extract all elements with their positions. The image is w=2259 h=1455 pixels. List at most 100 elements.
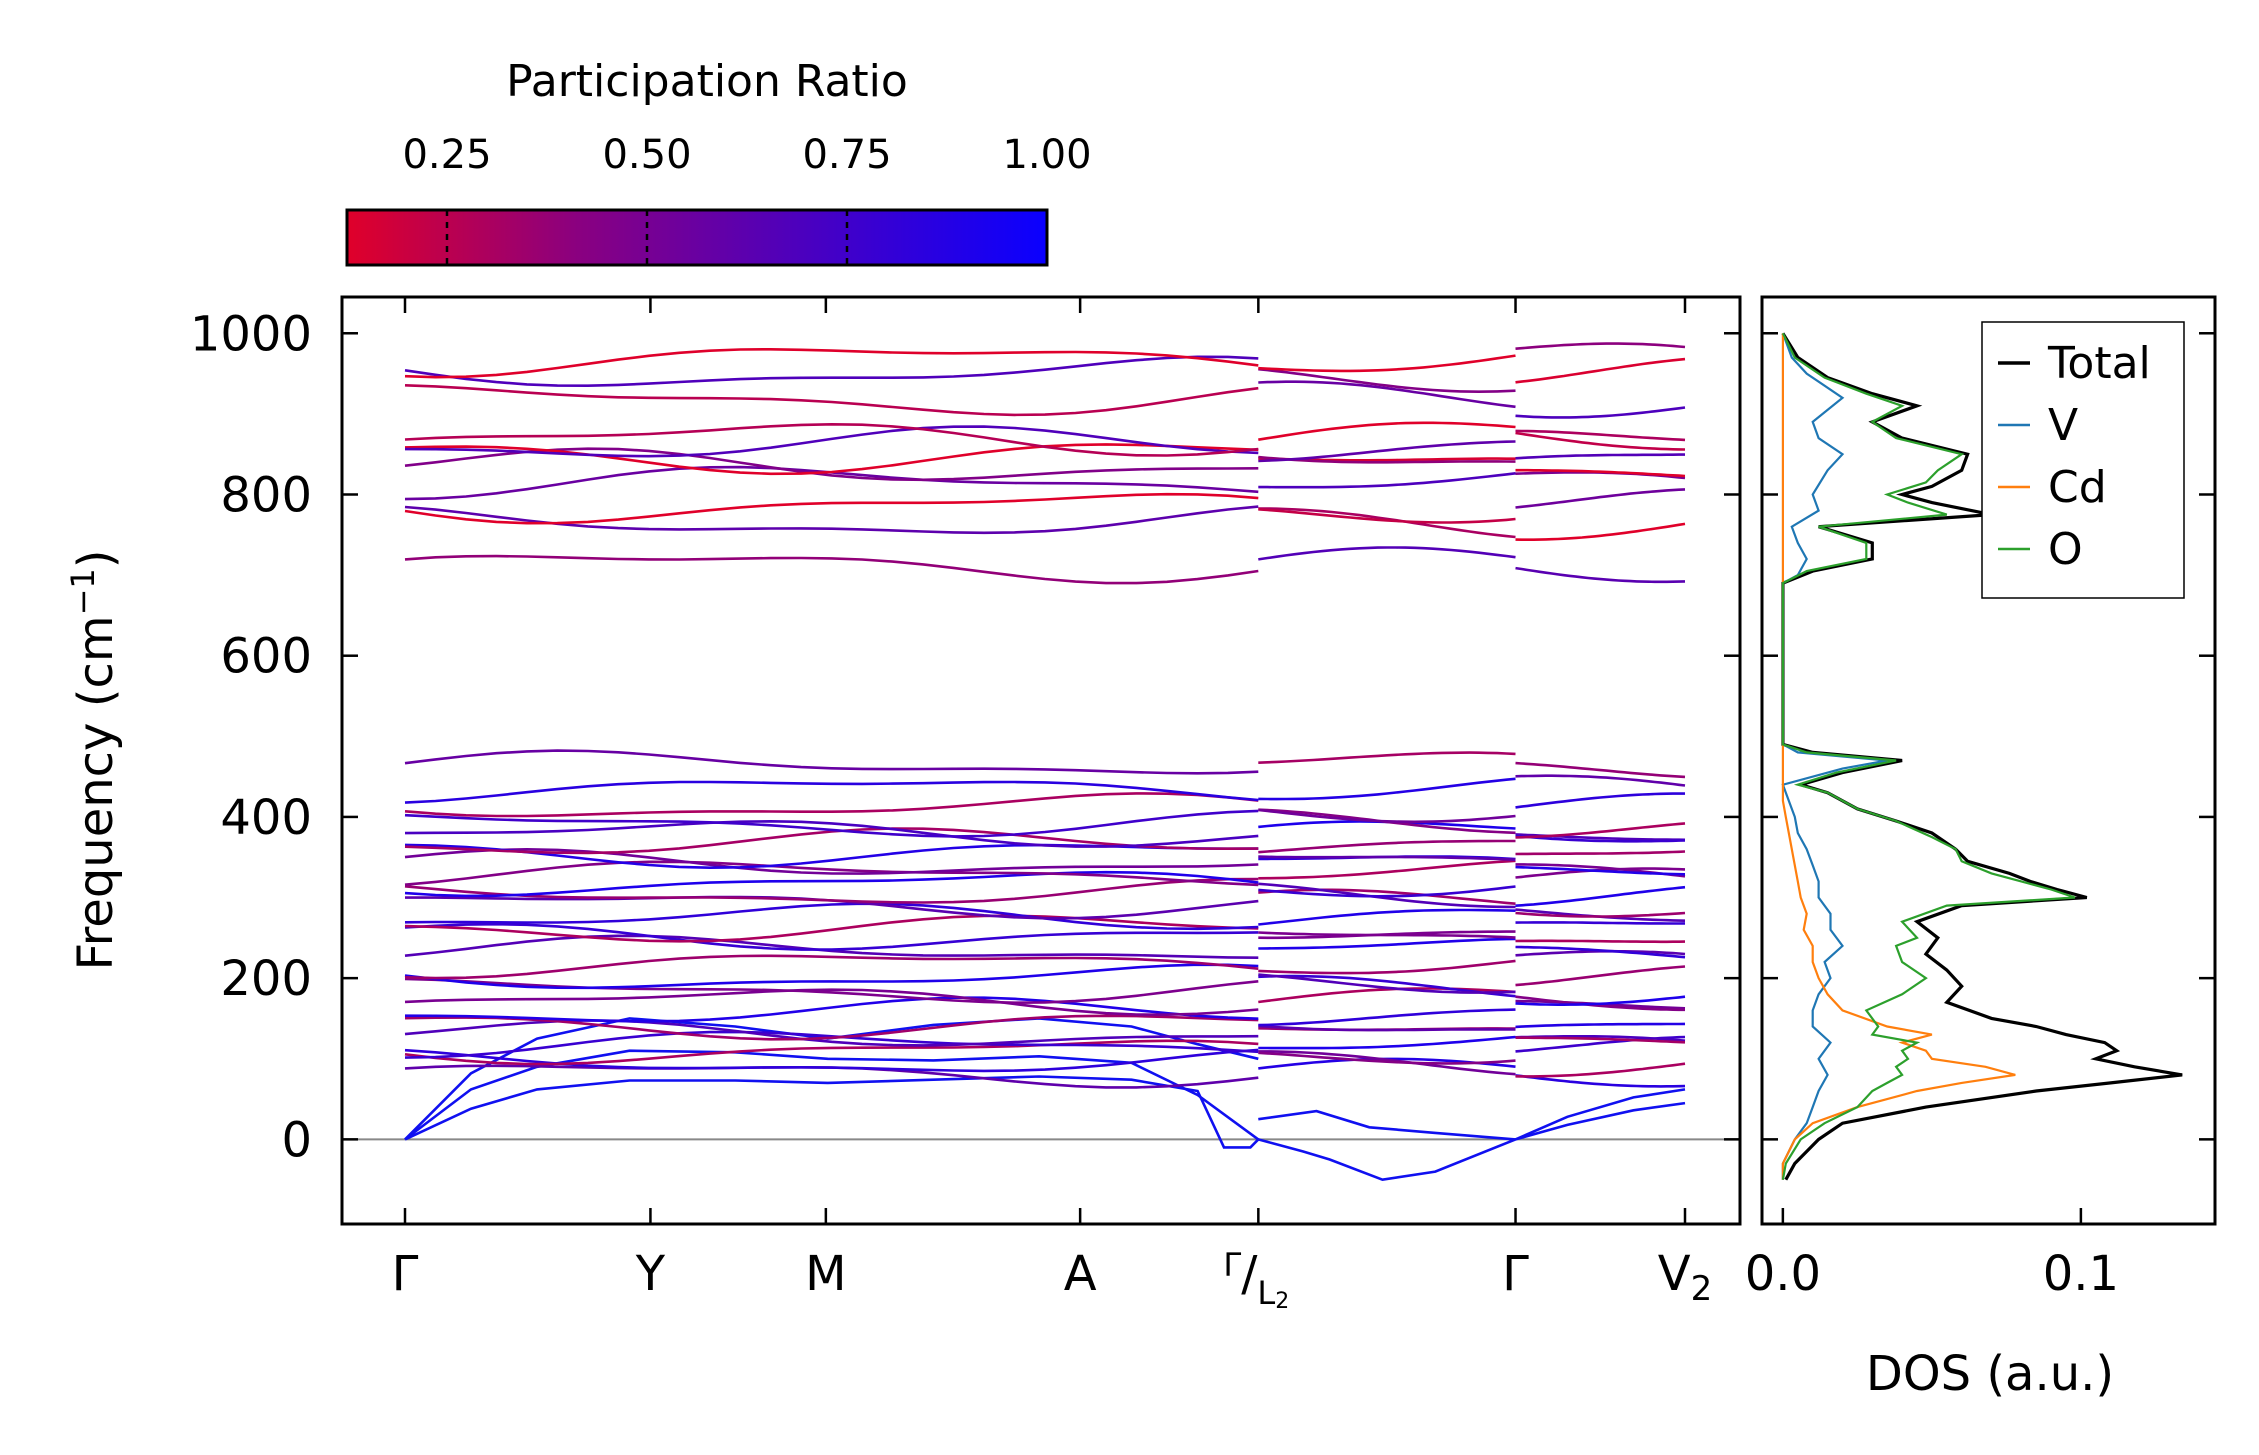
legend-label: Cd <box>2048 462 2107 513</box>
dos-x-tick-label: 0.0 <box>1745 1246 1821 1302</box>
colorbar: Participation Ratio 0.25 0.50 0.75 1.00 <box>345 56 1092 267</box>
x-tick-label: Γ <box>392 1246 419 1302</box>
optical-branch <box>1258 930 1516 940</box>
optical-branch <box>404 443 1259 476</box>
y-tick-label: 0 <box>281 1112 312 1168</box>
optical-branch <box>1515 1022 1686 1029</box>
y-tick-label: 600 <box>220 629 312 685</box>
x-tick-label: A <box>1064 1246 1097 1302</box>
dos-panel: 0.0 0.1 DOS (a.u.) Total V Cd O <box>1745 295 2217 1402</box>
optical-branch <box>1515 431 1686 451</box>
optical-branch <box>404 847 1259 875</box>
colorbar-tick-label: 1.00 <box>1002 132 1091 178</box>
optical-branch <box>404 870 1259 898</box>
colorbar-gradient <box>345 208 1049 267</box>
dos-x-axis-label: DOS (a.u.) <box>1866 1346 2114 1402</box>
y-axis-label-close: ) <box>68 549 124 568</box>
optical-branch <box>404 996 1259 1023</box>
optical-branch <box>404 954 1259 980</box>
colorbar-tick-label: 0.75 <box>802 132 891 178</box>
optical-branch <box>1258 455 1516 464</box>
dos-line-cd <box>1781 333 2016 1180</box>
band-axes-frame <box>340 295 1742 1226</box>
optical-branch <box>1258 987 1516 1004</box>
colorbar-tick-label: 0.50 <box>602 132 691 178</box>
optical-branch <box>1515 357 1686 384</box>
y-tick-label: 1000 <box>190 306 312 362</box>
y-tick-label: 800 <box>220 467 312 523</box>
optical-branch <box>1515 995 1686 1006</box>
dos-line-o <box>1781 332 2076 1180</box>
optical-branch <box>1258 1035 1516 1050</box>
optical-branch <box>404 1014 1259 1041</box>
optical-branch <box>404 347 1259 379</box>
optical-branch <box>1515 885 1686 907</box>
optical-branch <box>1515 945 1686 959</box>
optical-branch <box>1258 751 1516 764</box>
optical-branch <box>1515 761 1686 779</box>
legend-box <box>1981 321 2185 599</box>
optical-branch <box>404 422 1259 457</box>
optical-branch <box>1515 522 1686 541</box>
optical-branch <box>1258 367 1516 394</box>
dos-legend: Total V Cd O <box>1981 321 2185 599</box>
optical-branch <box>1515 965 1686 987</box>
optical-branch <box>1258 973 1516 994</box>
dos-line-v <box>1781 332 1888 1180</box>
dos-axes-frame <box>1760 295 2217 1226</box>
optical-branch <box>1515 850 1686 856</box>
optical-branch <box>404 977 1259 1005</box>
colorbar-label: Participation Ratio <box>506 56 908 107</box>
optical-branch <box>1515 453 1685 460</box>
optical-branch <box>404 355 1259 388</box>
x-tick-label: Γ <box>1502 1246 1529 1302</box>
optical-branch <box>1258 380 1516 409</box>
optical-branch <box>1515 468 1686 478</box>
acoustic-branch <box>404 1075 1260 1149</box>
optical-branch <box>1258 908 1516 926</box>
optical-branch <box>404 809 1259 838</box>
optical-branch <box>404 988 1259 1017</box>
optical-branch <box>404 384 1259 417</box>
optical-branch <box>1515 1062 1686 1078</box>
y-tick-label: 200 <box>220 951 312 1007</box>
optical-branch <box>1258 959 1516 975</box>
optical-branch <box>1258 777 1516 801</box>
optical-branch <box>1258 885 1516 898</box>
optical-branch <box>1515 822 1686 839</box>
optical-branch <box>404 819 1259 848</box>
optical-branch <box>404 963 1259 990</box>
optical-branch <box>404 780 1259 804</box>
colorbar-tick-label: 0.25 <box>402 132 491 178</box>
y-tick-label: 400 <box>220 790 312 846</box>
optical-branch <box>404 492 1259 525</box>
optical-branch <box>1515 911 1686 918</box>
optical-branch <box>1515 792 1685 809</box>
optical-branch <box>404 1039 1259 1066</box>
optical-branch <box>1515 921 1686 925</box>
legend-label: Total <box>2047 338 2151 389</box>
band-structure-panel: 0 200 400 600 800 1000 Γ Y M A Γ/L2 Γ V2 Frequency (… <box>64 295 1742 1314</box>
optical-branch <box>1258 882 1516 909</box>
optical-branch <box>1515 488 1686 509</box>
optical-branch <box>1258 859 1516 880</box>
y-axis-label: Frequency (cm−1) <box>64 549 124 970</box>
optical-branch <box>1258 888 1516 905</box>
optical-branch <box>1515 774 1686 787</box>
x-tick-label: Y <box>635 1246 666 1302</box>
optical-branch <box>404 425 1259 458</box>
optical-branch <box>1515 995 1685 1012</box>
x-tick-label: M <box>805 1246 846 1302</box>
optical-branch <box>1258 507 1516 539</box>
optical-branch <box>1258 508 1516 524</box>
optical-branch <box>404 1030 1259 1059</box>
y-axis-label-text: Frequency (cm <box>68 615 124 970</box>
x-tick-label: V2 <box>1658 1246 1712 1309</box>
optical-branch <box>404 914 1259 943</box>
optical-branch <box>404 792 1259 818</box>
optical-branch <box>404 860 1259 887</box>
optical-branch <box>1258 472 1516 489</box>
optical-branch <box>1258 1024 1516 1032</box>
optical-branch <box>404 554 1259 585</box>
optical-branch <box>1258 1008 1516 1027</box>
